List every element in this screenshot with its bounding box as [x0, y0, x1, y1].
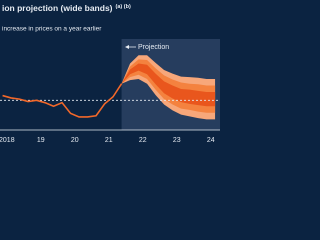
- projection-arrow: [125, 45, 136, 49]
- projection-label: Projection: [138, 44, 169, 51]
- x-tick-label: 21: [105, 137, 113, 144]
- chart: 2018 19 20 21 22 23 24 ion projection (wide ba…: [0, 0, 220, 150]
- x-tick-label: 2018: [0, 137, 15, 144]
- x-tick-label: 24: [207, 137, 215, 144]
- x-tick-label: 20: [71, 137, 79, 144]
- x-tick-label: 19: [37, 137, 45, 144]
- title-note: (a) (b): [116, 4, 131, 10]
- plot-area: 2018 19 20 21 22 23 24: [0, 39, 220, 144]
- history-line: [2, 83, 123, 118]
- x-tick-label: 23: [173, 137, 181, 144]
- subtitle: increase in prices on a year earlier: [2, 26, 102, 33]
- fan-band: [121, 63, 216, 107]
- title-text: ion projection (wide bands): [2, 3, 113, 13]
- x-tick-label: 22: [139, 137, 147, 144]
- arrow-head: [125, 45, 129, 49]
- chart-title: ion projection (wide bands) (a) (b): [2, 3, 131, 13]
